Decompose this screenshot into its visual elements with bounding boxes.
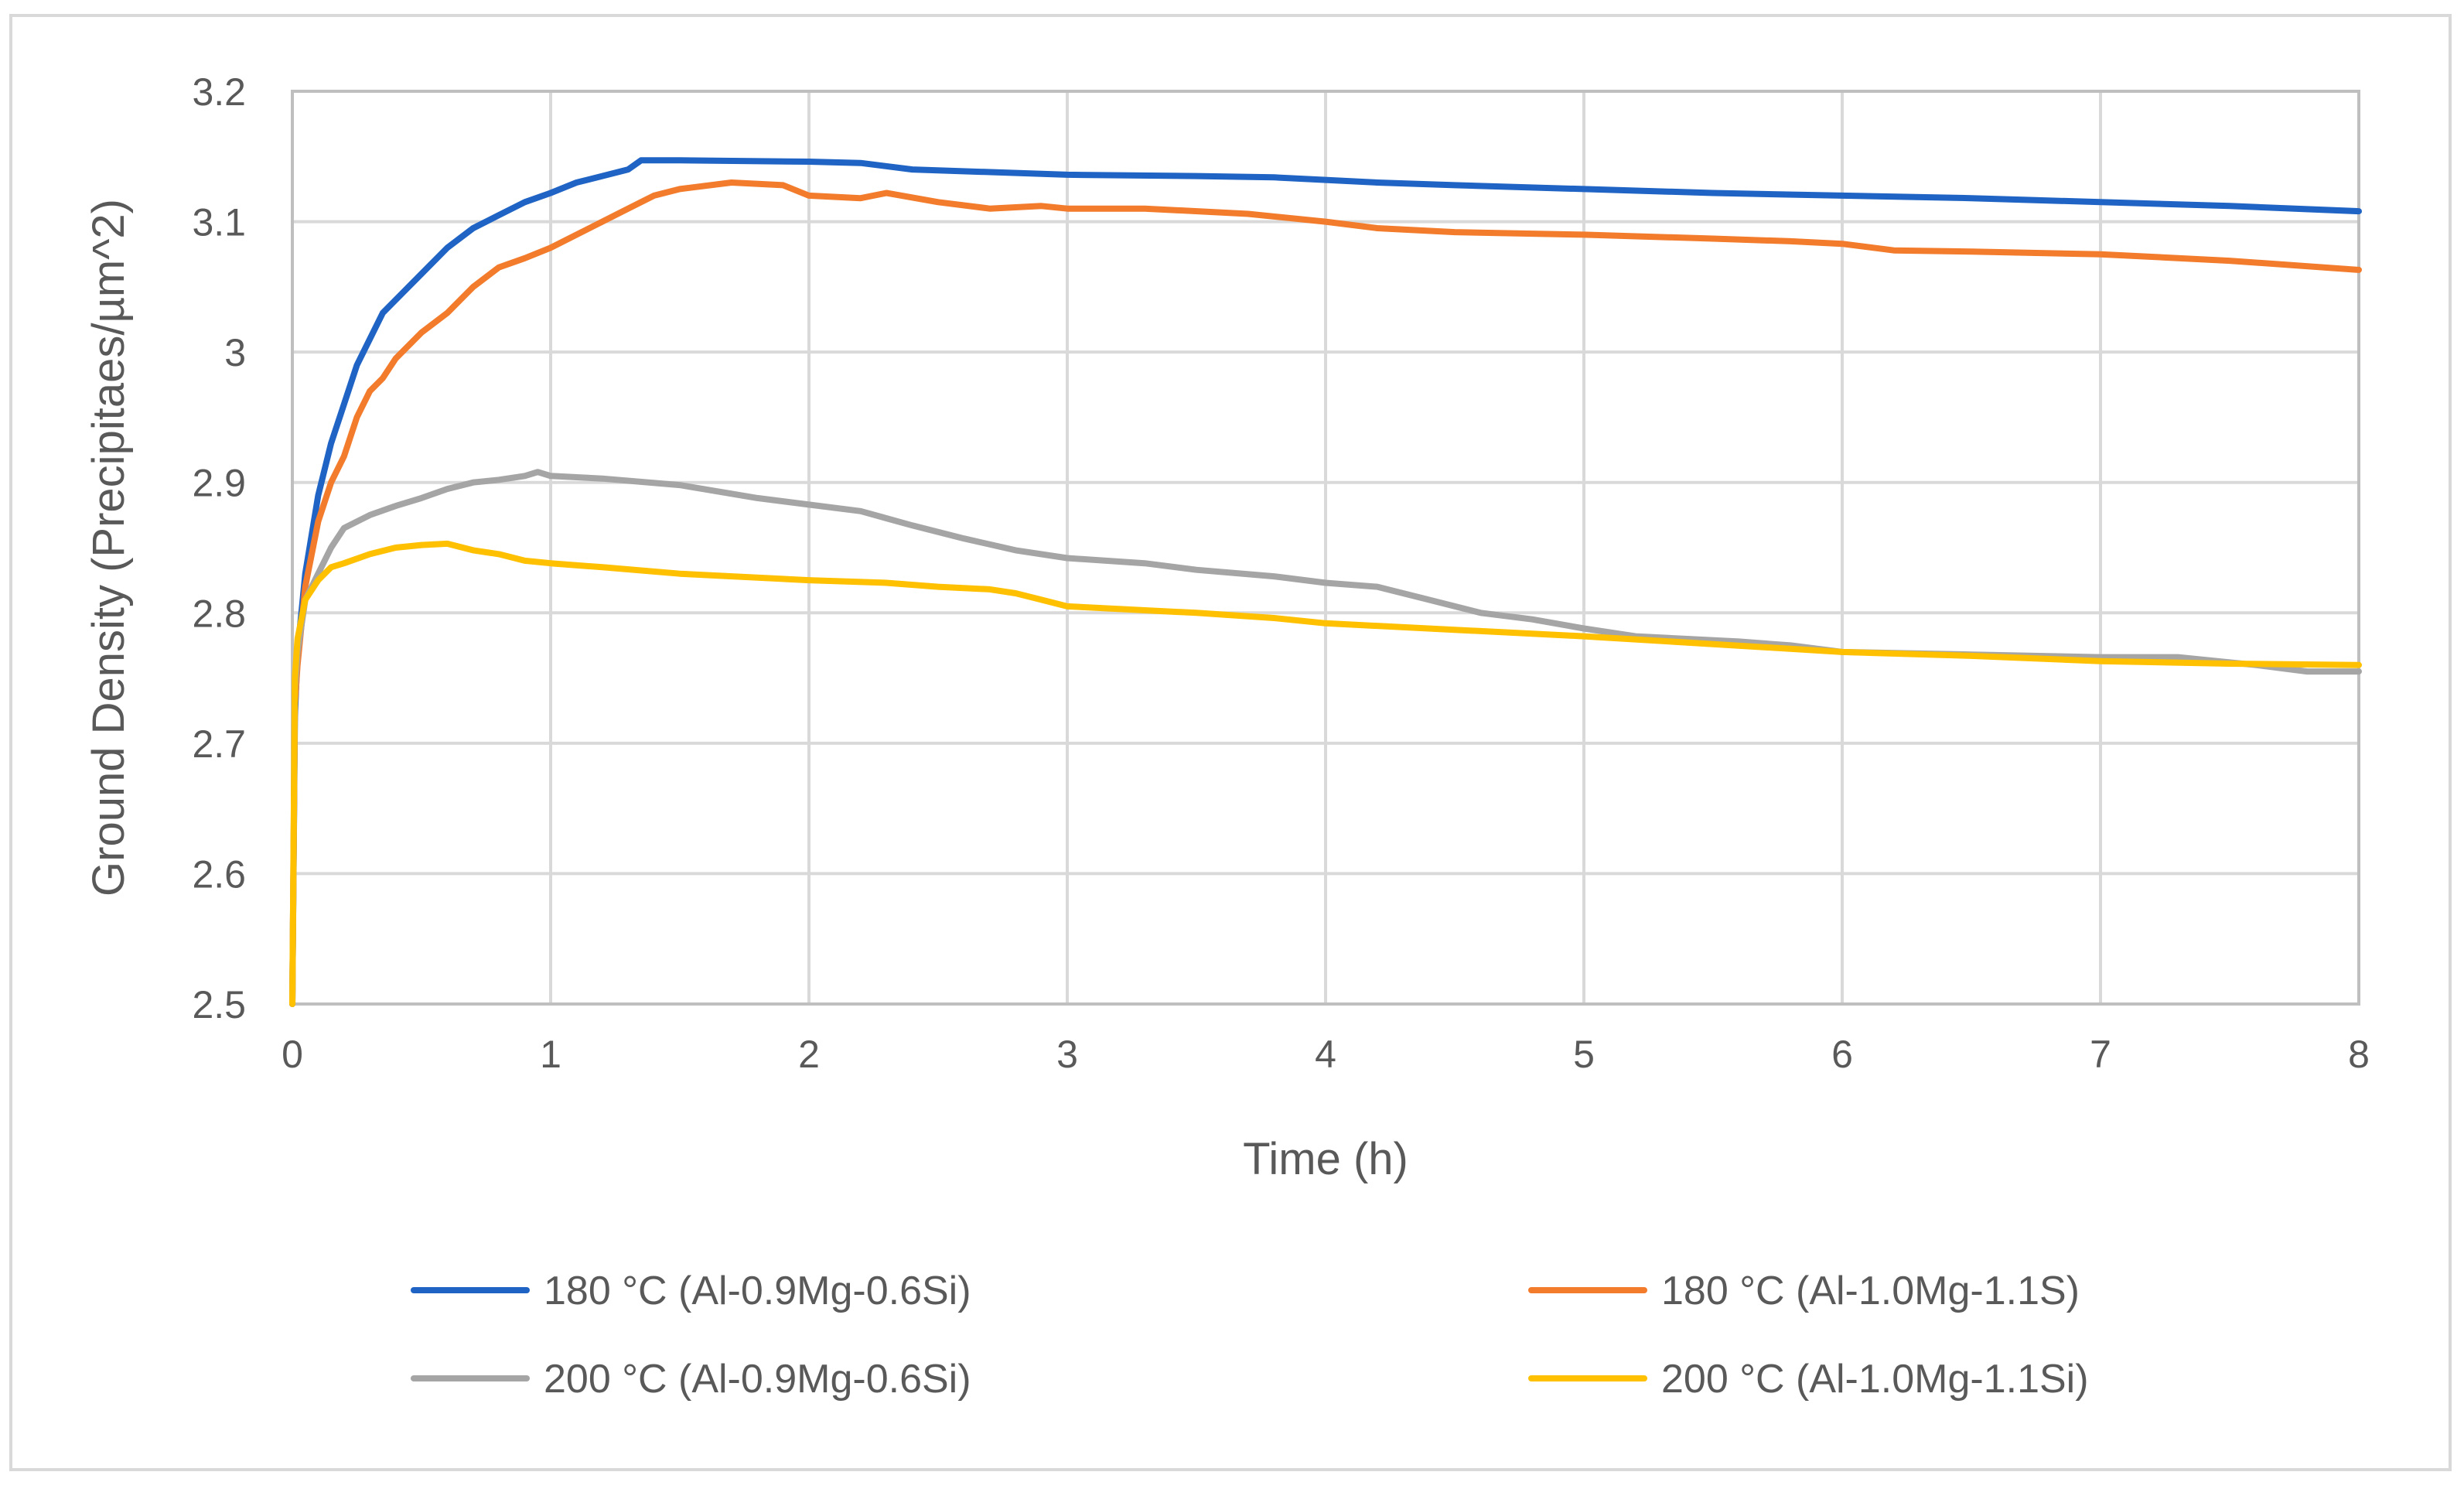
x-tick-label: 8 [2348,1033,2370,1076]
legend-label: 200 °C (Al-0.9Mg-0.6Si) [544,1357,971,1402]
legend-label: 180 °C (Al-1.0Mg-1.1S) [1661,1269,2080,1313]
y-tick-label: 2.5 [192,983,246,1026]
y-tick-label: 3 [224,331,246,374]
series-lines [289,157,2362,1007]
y-tick-label: 2.9 [192,462,246,505]
y-axis-title: Ground Density (Precipitaes/µm^2) [84,199,134,896]
plot-area-border [291,90,2360,1006]
series-line-1 [289,179,2362,1007]
x-tick-label: 0 [282,1033,303,1076]
legend-label: 180 °C (Al-0.9Mg-0.6Si) [544,1269,971,1313]
series-line-2 [289,469,2362,1007]
y-tick-label: 3.1 [192,201,246,244]
series-line-0 [289,157,2362,1007]
legend-label: 200 °C (Al-1.0Mg-1.1Si) [1661,1357,2089,1402]
y-tick-label: 2.8 [192,592,246,635]
series-line-3 [289,540,2362,1007]
legend: 180 °C (Al-0.9Mg-0.6Si) 180 °C (Al-1.0Mg-… [411,1269,2089,1402]
x-tick-label: 5 [1573,1033,1595,1076]
y-tick-label: 2.7 [192,722,246,766]
tick-labels: 0 1 2 3 4 5 6 7 8 2.5 2.6 2.7 2.8 2.9 3 3.1 3.2 [192,70,2369,1076]
legend-item: 200 °C (Al-0.9Mg-0.6Si) [411,1357,971,1402]
y-tick-label: 3.2 [192,70,246,114]
x-tick-label: 1 [540,1033,561,1076]
y-tick-label: 2.6 [192,852,246,896]
x-tick-label: 3 [1056,1033,1078,1076]
legend-item: 200 °C (Al-1.0Mg-1.1Si) [1528,1357,2089,1402]
x-tick-label: 4 [1315,1033,1336,1076]
legend-item: 180 °C (Al-0.9Mg-0.6Si) [411,1269,971,1313]
x-tick-label: 7 [2090,1033,2111,1076]
x-tick-label: 6 [1831,1033,1853,1076]
x-tick-label: 2 [798,1033,820,1076]
x-axis-title: Time (h) [1243,1134,1408,1184]
legend-item: 180 °C (Al-1.0Mg-1.1S) [1528,1269,2080,1313]
